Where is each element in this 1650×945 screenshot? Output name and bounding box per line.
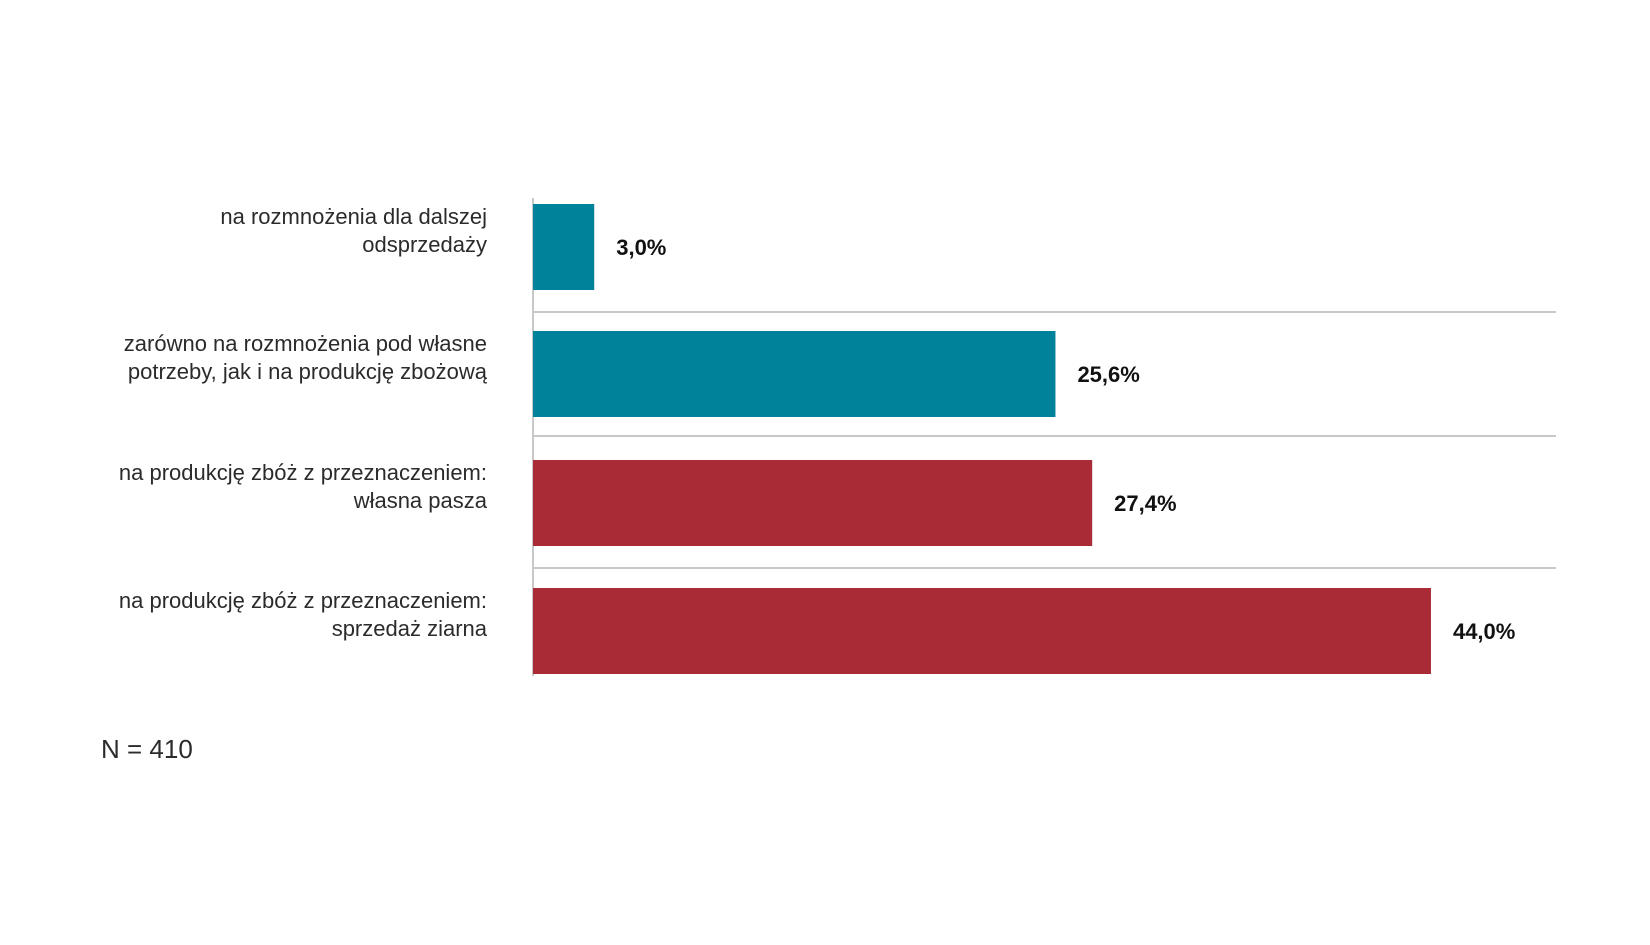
category-label-line: na rozmnożenia dla dalszej — [220, 204, 487, 229]
category-label: zarówno na rozmnożenia pod własne potrzeb… — [124, 331, 488, 384]
bar — [533, 460, 1093, 546]
category-label-line: zarówno na rozmnożenia pod własne — [124, 331, 487, 356]
category-label-line: potrzeby, jak i na produkcję zbożową — [128, 359, 488, 384]
category-label: na produkcję zbóż z przeznaczeniem: sprze… — [119, 588, 488, 641]
bar — [533, 588, 1431, 674]
category-label-line: na produkcję zbóż z przeznaczeniem: — [119, 588, 487, 613]
bar — [533, 331, 1056, 417]
category-label-line: własna pasza — [353, 488, 488, 513]
category-label-line: sprzedaż ziarna — [332, 616, 488, 641]
sample-size-note: N = 410 — [101, 734, 193, 764]
category-label-line: odsprzedaży — [362, 232, 487, 257]
bar-value-label: 25,6% — [1077, 362, 1139, 387]
bar-value-label: 3,0% — [616, 235, 666, 260]
labels-layer: 3,0% na rozmnożenia dla dalszej odsprzedaż… — [119, 204, 1515, 644]
category-label: na produkcję zbóż z przeznaczeniem: własn… — [119, 460, 488, 513]
bars-layer — [532, 198, 1556, 676]
bar-value-label: 44,0% — [1453, 619, 1515, 644]
category-label: na rozmnożenia dla dalszej odsprzedaży — [220, 204, 487, 257]
category-label-line: na produkcję zbóż z przeznaczeniem: — [119, 460, 487, 485]
bar-value-label: 27,4% — [1114, 491, 1176, 516]
bar — [533, 204, 595, 290]
